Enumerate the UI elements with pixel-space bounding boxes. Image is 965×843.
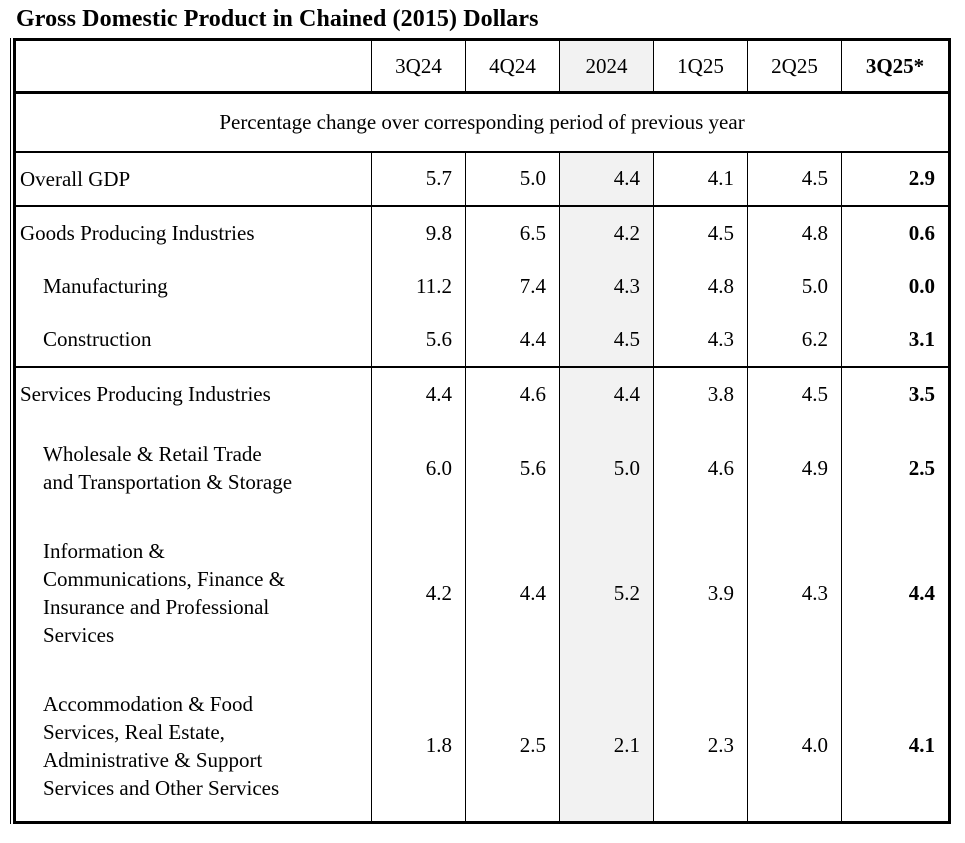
value-cell: 0.0 [841,259,950,313]
column-header-4q24: 4Q24 [465,39,560,94]
value-cell: 5.6 [371,312,466,367]
subtitle-row: Percentage change over corresponding per… [14,92,950,153]
row-label: Information & Communications, Finance & … [43,539,286,647]
table-row-overall-gdp: Overall GDP 5.7 5.0 4.4 4.1 4.5 2.9 [14,150,950,206]
value-cell: 5.6 [465,420,560,516]
row-label: Accommodation & Food Services, Real Esta… [43,691,280,800]
table-row-accommodation-food-services: Accommodation & Food Services, Real Esta… [15,670,950,823]
value-cell: 4.4 [559,365,654,421]
value-cell: 11.2 [371,259,466,313]
value-cell: 5.0 [747,259,842,313]
table-subtitle: Percentage change over corresponding per… [14,92,950,153]
value-cell: 3.9 [653,515,748,671]
table-row-wholesale-retail-transport: Wholesale & Retail Trade and Transportat… [15,420,950,516]
value-cell: 1.8 [371,670,466,823]
header-row: 3Q24 4Q24 2024 1Q25 2Q25 3Q25* [14,39,950,94]
value-cell: 9.8 [371,204,466,260]
value-cell: 4.4 [841,515,950,671]
row-label: Construction [43,327,152,351]
column-header-3q25: 3Q25* [841,39,950,94]
column-header-3q24: 3Q24 [371,39,466,94]
value-cell: 2.1 [559,670,654,823]
value-cell: 4.6 [465,365,560,421]
value-cell: 4.4 [465,515,560,671]
column-header-2q25: 2Q25 [747,39,842,94]
value-cell: 4.4 [559,150,654,206]
row-label: Services Producing Industries [14,365,372,421]
value-cell: 7.4 [465,259,560,313]
value-cell: 4.5 [747,365,842,421]
value-cell: 4.5 [747,150,842,206]
value-cell: 4.1 [653,150,748,206]
value-cell: 4.0 [747,670,842,823]
value-cell: 4.2 [371,515,466,671]
value-cell: 2.9 [841,150,950,206]
value-cell: 4.8 [747,204,842,260]
row-label: Goods Producing Industries [14,204,372,260]
table-row-services-producing: Services Producing Industries 4.4 4.6 4.… [14,365,950,421]
gdp-table: 3Q24 4Q24 2024 1Q25 2Q25 3Q25* Percentag… [13,38,951,824]
value-cell: 2.5 [841,420,950,516]
table-row-info-comms-finance: Information & Communications, Finance & … [15,515,950,671]
value-cell: 6.5 [465,204,560,260]
value-cell: 2.5 [465,670,560,823]
corner-cell [14,39,372,94]
value-cell: 5.2 [559,515,654,671]
row-label: Wholesale & Retail Trade and Transportat… [43,442,293,494]
value-cell: 5.0 [465,150,560,206]
value-cell: 4.4 [371,365,466,421]
value-cell: 0.6 [841,204,950,260]
row-label: Manufacturing [43,274,168,298]
value-cell: 4.5 [559,312,654,367]
value-cell: 5.7 [371,150,466,206]
value-cell: 4.3 [559,259,654,313]
column-header-2024: 2024 [559,39,654,94]
column-header-1q25: 1Q25 [653,39,748,94]
value-cell: 4.2 [559,204,654,260]
value-cell: 4.8 [653,259,748,313]
table-row-construction: Construction 5.6 4.4 4.5 4.3 6.2 3.1 [15,312,950,367]
row-label: Overall GDP [14,150,372,206]
value-cell: 4.5 [653,204,748,260]
value-cell: 4.6 [653,420,748,516]
value-cell: 4.9 [747,420,842,516]
value-cell: 6.0 [371,420,466,516]
table-frame: 3Q24 4Q24 2024 1Q25 2Q25 3Q25* Percentag… [10,38,951,824]
value-cell: 4.3 [653,312,748,367]
value-cell: 2.3 [653,670,748,823]
value-cell: 6.2 [747,312,842,367]
value-cell: 5.0 [559,420,654,516]
value-cell: 4.1 [841,670,950,823]
table-row-goods-producing: Goods Producing Industries 9.8 6.5 4.2 4… [14,204,950,260]
value-cell: 3.8 [653,365,748,421]
value-cell: 4.4 [465,312,560,367]
value-cell: 3.1 [841,312,950,367]
table-row-manufacturing: Manufacturing 11.2 7.4 4.3 4.8 5.0 0.0 [15,259,950,313]
value-cell: 3.5 [841,365,950,421]
page-title: Gross Domestic Product in Chained (2015)… [16,6,539,32]
value-cell: 4.3 [747,515,842,671]
